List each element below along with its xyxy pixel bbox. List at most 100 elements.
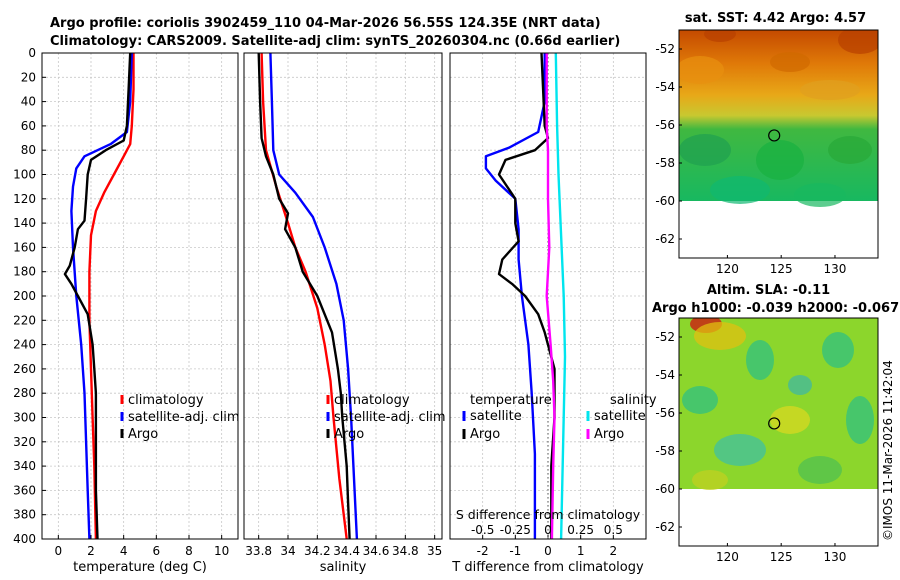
- y-tick-label: 20: [21, 70, 36, 84]
- y-tick-label: 60: [21, 119, 36, 133]
- x2-tick-label: 0: [544, 523, 552, 537]
- sla-patch: [822, 332, 854, 368]
- y-tick-label: 180: [13, 265, 36, 279]
- profile-panel-salinity-profile: 33.8 34 34.2 34.4 34.6 34.8 35 salinity climatol…: [243, 52, 446, 575]
- map-x-tick-label: 130: [824, 550, 847, 564]
- map-field: [679, 318, 878, 490]
- y-tick-label: 160: [13, 240, 36, 254]
- sla-patch: [746, 340, 774, 380]
- x2-axis-label: S difference from climatology: [456, 507, 641, 522]
- map-y-tick-label: -60: [655, 194, 675, 208]
- series-line-satellite-adj-clim: [70, 52, 133, 540]
- x-tick-label: 4: [120, 544, 128, 558]
- x2-tick-label: -0.25: [500, 523, 531, 537]
- legend-label: Argo: [128, 427, 158, 442]
- y-tick-label: 120: [13, 192, 36, 206]
- profile-panel-difference-profile: -2 -1 0 1 2 T difference from climatology S di…: [449, 52, 657, 575]
- x-tick-label: 1: [577, 544, 585, 558]
- map-y-tick-label: -62: [655, 520, 675, 534]
- map-x-tick-label: 125: [770, 550, 793, 564]
- map-y-tick-label: -52: [655, 330, 675, 344]
- map-y-tick-label: -56: [655, 406, 675, 420]
- argo-position-marker: [768, 129, 781, 142]
- legend-label: Argo: [334, 427, 364, 442]
- map-y-tick-label: -62: [655, 232, 675, 246]
- map-x-tick-label: 130: [824, 262, 847, 276]
- legend-label: satellite: [594, 409, 646, 424]
- y-tick-label: 80: [21, 143, 36, 157]
- legend-group-title: temperature: [470, 393, 552, 408]
- map-title: sat. SST: 4.42 Argo: 4.57: [685, 11, 866, 26]
- sst-patch: [710, 176, 770, 204]
- series-line-climatology: [260, 52, 348, 540]
- x-tick-label: 2: [87, 544, 95, 558]
- map-y-tick-label: -54: [655, 368, 675, 382]
- y-tick-label: 140: [13, 216, 36, 230]
- sla-patch: [770, 406, 810, 434]
- sst-patch: [828, 136, 872, 164]
- map-sla-map: -52 -54 -56 -58 -60 -62 120 125 130 Altim. SLA: -…: [652, 283, 899, 564]
- x2-tick-label: -0.5: [471, 523, 494, 537]
- y-tick-label: 100: [13, 168, 36, 182]
- legend-label: Argo: [594, 427, 624, 442]
- x-tick-label: 0: [55, 544, 63, 558]
- y-tick-label: 260: [13, 362, 36, 376]
- sst-patch: [838, 30, 878, 54]
- map-y-tick-label: -58: [655, 444, 675, 458]
- legend-label: satellite-adj. clim: [334, 410, 446, 425]
- map-frame: [678, 317, 879, 547]
- y-tick-label: 0: [28, 46, 36, 60]
- x-tick-label: 34.2: [304, 544, 331, 558]
- sst-patch: [756, 140, 804, 180]
- x-tick-label: -1: [509, 544, 521, 558]
- x-axis-label: T difference from climatology: [451, 560, 644, 575]
- sst-patch: [800, 80, 860, 100]
- map-y-tick-label: -60: [655, 482, 675, 496]
- x-tick-label: 10: [214, 544, 229, 558]
- series-line-s-satellite: [554, 52, 567, 540]
- y-tick-label: 400: [13, 532, 36, 546]
- map-field: [679, 30, 878, 207]
- x-tick-label: 34.4: [333, 544, 360, 558]
- x2-tick-label: 0.25: [567, 523, 594, 537]
- sla-patch: [798, 456, 842, 484]
- sst-patch: [704, 30, 736, 42]
- plot-frame: [243, 52, 443, 540]
- legend-label: satellite-adj. clim: [128, 410, 240, 425]
- sla-patch: [694, 322, 746, 350]
- sla-patch: [692, 470, 728, 490]
- y-tick-label: 200: [13, 289, 36, 303]
- sst-patch: [794, 183, 846, 207]
- x-tick-label: 33.8: [245, 544, 272, 558]
- map-frame: [678, 29, 879, 259]
- map-y-tick-label: -58: [655, 156, 675, 170]
- sla-patch: [714, 434, 766, 466]
- sla-patch: [682, 386, 718, 414]
- map-y-tick-label: -54: [655, 80, 675, 94]
- plot-frame: [449, 52, 647, 540]
- y-tick-label: 240: [13, 338, 36, 352]
- map-title: Altim. SLA: -0.11: [707, 283, 830, 298]
- map-sst-map: -52 -54 -56 -58 -60 -62 120 125 130 sat. SST: 4.4…: [655, 11, 879, 276]
- map-y-tick-label: -56: [655, 118, 675, 132]
- legend-label: climatology: [128, 393, 204, 408]
- plot-frame: [41, 52, 239, 540]
- x2-tick-label: 0.5: [604, 523, 623, 537]
- x-tick-label: 0: [544, 544, 552, 558]
- map-x-tick-label: 125: [770, 262, 793, 276]
- y-tick-label: 40: [21, 95, 36, 109]
- sst-patch: [770, 52, 810, 72]
- y-tick-label: 220: [13, 313, 36, 327]
- x-tick-label: 8: [185, 544, 193, 558]
- x-tick-label: 34.8: [392, 544, 419, 558]
- y-tick-label: 280: [13, 386, 36, 400]
- sst-patch: [679, 56, 724, 84]
- x-tick-label: 34.6: [363, 544, 390, 558]
- x-axis-label: salinity: [320, 560, 367, 575]
- profile-panel-temperature-profile: 0 2 4 6 8 10020406080100120140160180200220240…: [13, 46, 240, 575]
- x-tick-label: 6: [153, 544, 161, 558]
- series-line-argo: [63, 52, 132, 540]
- y-tick-label: 360: [13, 483, 36, 497]
- x-axis-label: temperature (deg C): [73, 560, 207, 575]
